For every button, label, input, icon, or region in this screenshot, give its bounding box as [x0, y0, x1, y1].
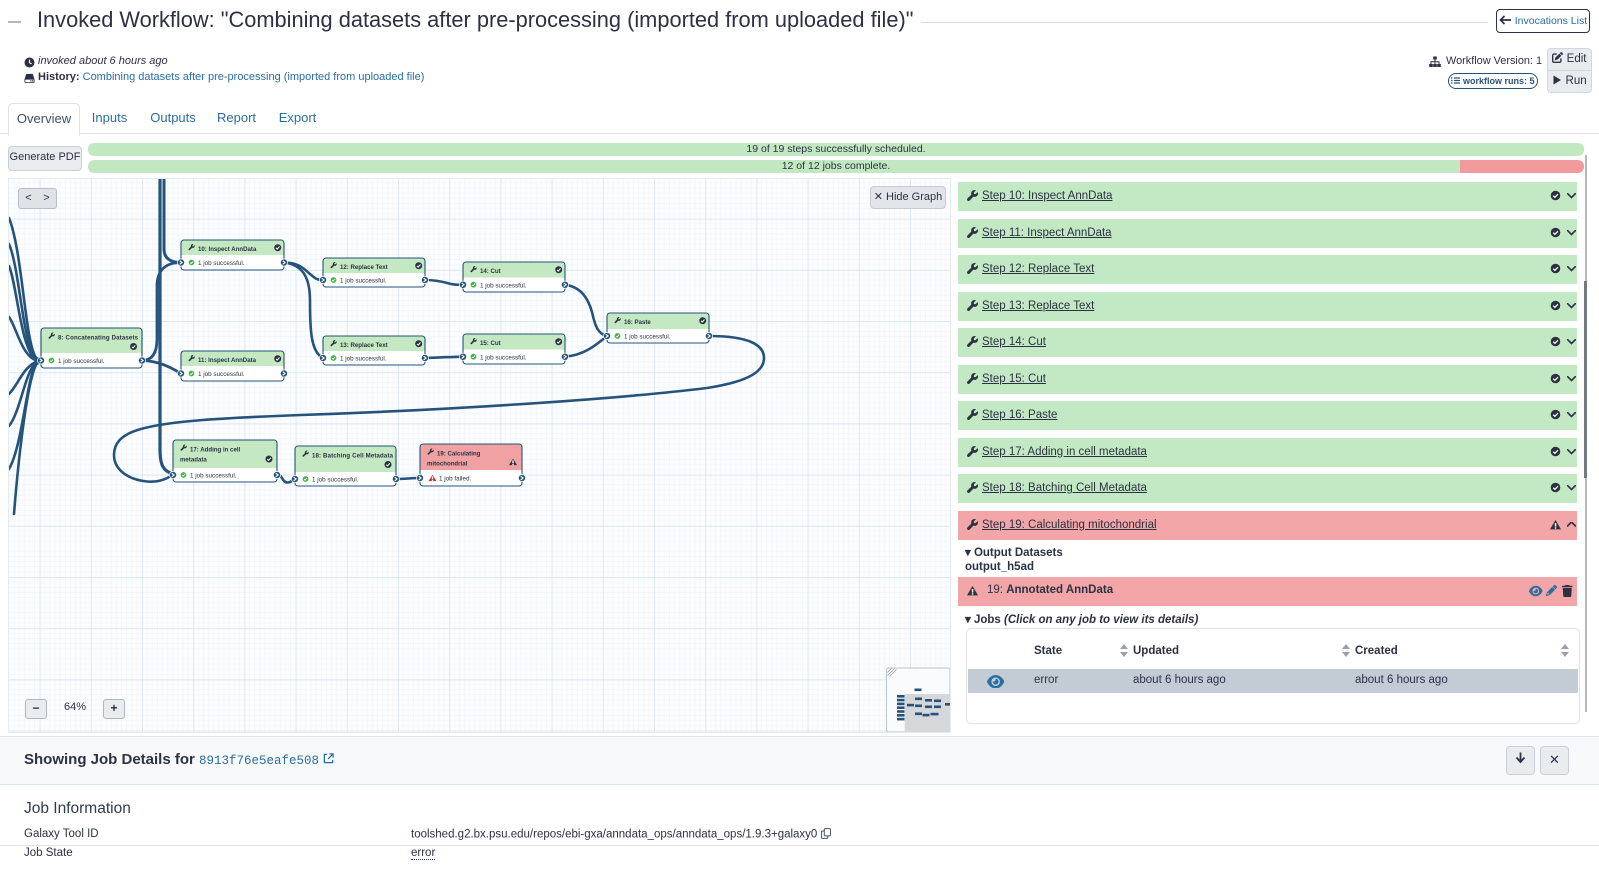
- svg-text:13: Replace Text: 13: Replace Text: [340, 342, 388, 349]
- svg-text:1 job failed.: 1 job failed.: [439, 476, 471, 483]
- svg-text:12: Replace Text: 12: Replace Text: [340, 264, 388, 271]
- svg-text:8: Concatenating Datasets: 8: Concatenating Datasets: [58, 335, 139, 342]
- svg-text:1 job successful.: 1 job successful.: [198, 260, 245, 267]
- svg-text:15: Cut: 15: Cut: [480, 340, 501, 347]
- svg-text:1 job successful.: 1 job successful.: [312, 477, 359, 484]
- svg-text:18: Batching Cell Metadata: 18: Batching Cell Metadata: [312, 453, 394, 460]
- svg-text:1 job successful.: 1 job successful.: [58, 358, 105, 365]
- svg-text:10: Inspect AnnData: 10: Inspect AnnData: [198, 246, 257, 253]
- svg-text:1 job successful.: 1 job successful.: [340, 278, 387, 285]
- svg-text:1 job successful.: 1 job successful.: [480, 282, 527, 289]
- svg-text:11: Inspect AnnData: 11: Inspect AnnData: [198, 357, 257, 364]
- svg-text:metadata: metadata: [180, 457, 207, 464]
- svg-text:1 job successful.: 1 job successful.: [198, 371, 245, 378]
- svg-text:14: Cut: 14: Cut: [480, 268, 501, 275]
- svg-text:1 job successful.: 1 job successful.: [480, 354, 527, 361]
- svg-text:1 job successful.: 1 job successful.: [340, 356, 387, 363]
- svg-text:1 job successful.: 1 job successful.: [190, 473, 237, 480]
- svg-text:16: Paste: 16: Paste: [624, 319, 651, 326]
- svg-text:1 job successful.: 1 job successful.: [624, 334, 671, 341]
- svg-text:19: Calculating: 19: Calculating: [437, 451, 481, 458]
- svg-text:mitochondrial: mitochondrial: [427, 461, 468, 468]
- svg-text:17: Adding in cell: 17: Adding in cell: [190, 447, 241, 454]
